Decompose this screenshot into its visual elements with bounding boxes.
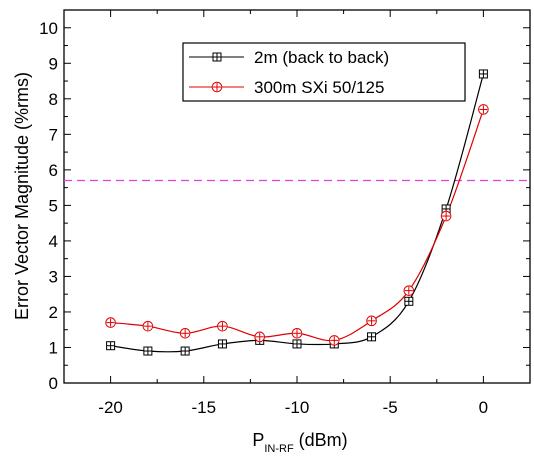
data-point-series-1 [143,346,153,356]
legend-marker-series-1 [212,52,222,62]
data-point-series-1 [217,339,227,349]
x-axis-title-unit: (dBm) [294,430,348,450]
y-tick-label: 8 [49,90,58,109]
data-point-series-2 [291,327,303,339]
data-point-series-2 [142,320,154,332]
data-point-series-2 [403,285,415,296]
data-point-series-2 [440,210,452,222]
y-tick-label: 0 [49,374,58,393]
series-line-2 [110,109,484,342]
data-point-series-1 [180,346,190,356]
x-tick-label: -20 [98,398,123,417]
data-point-series-1 [478,69,488,79]
data-point-series-2 [217,320,228,332]
x-tick-label: -15 [192,398,217,417]
x-axis-title-main: P [252,430,264,450]
x-axis-title: PIN-RF (dBm) [252,430,347,455]
legend-box [182,42,466,102]
legend-label-series-1: 2m (back to back) [254,48,389,67]
data-point-series-2 [366,315,377,327]
y-tick-label: 3 [49,267,58,286]
y-axis-title: Error Vector Magnitude (%rms) [12,72,32,320]
data-point-series-2 [254,331,266,343]
y-tick-label: 5 [49,196,58,215]
data-point-series-2 [478,104,489,115]
y-tick-label: 7 [49,125,58,144]
data-point-series-1 [292,339,302,349]
legend-label-series-2: 300m SXi 50/125 [254,78,384,97]
data-point-series-2 [105,317,116,328]
legend-marker-glyph [211,81,223,93]
y-tick-label: 10 [39,19,58,38]
legend-marker-glyph [212,52,222,62]
y-tick-label: 2 [49,303,58,322]
x-axis-title-subscript: IN-RF [264,443,294,455]
y-tick-label: 4 [49,232,58,251]
data-point-series-1 [106,341,116,351]
y-tick-label: 6 [49,161,58,180]
data-point-series-2 [328,335,340,346]
x-tick-label: 0 [479,398,488,417]
data-point-series-2 [179,327,191,339]
data-point-series-1 [404,296,414,306]
series-line-1 [110,73,484,353]
data-point-series-1 [367,332,377,342]
legend-marker-series-2 [211,81,223,93]
y-tick-label: 9 [49,54,58,73]
y-tick-label: 1 [49,338,58,357]
x-tick-label: -10 [285,398,310,417]
legend: 2m (back to back) 300m SXi 50/125 [182,42,466,102]
x-tick-label: -5 [383,398,398,417]
